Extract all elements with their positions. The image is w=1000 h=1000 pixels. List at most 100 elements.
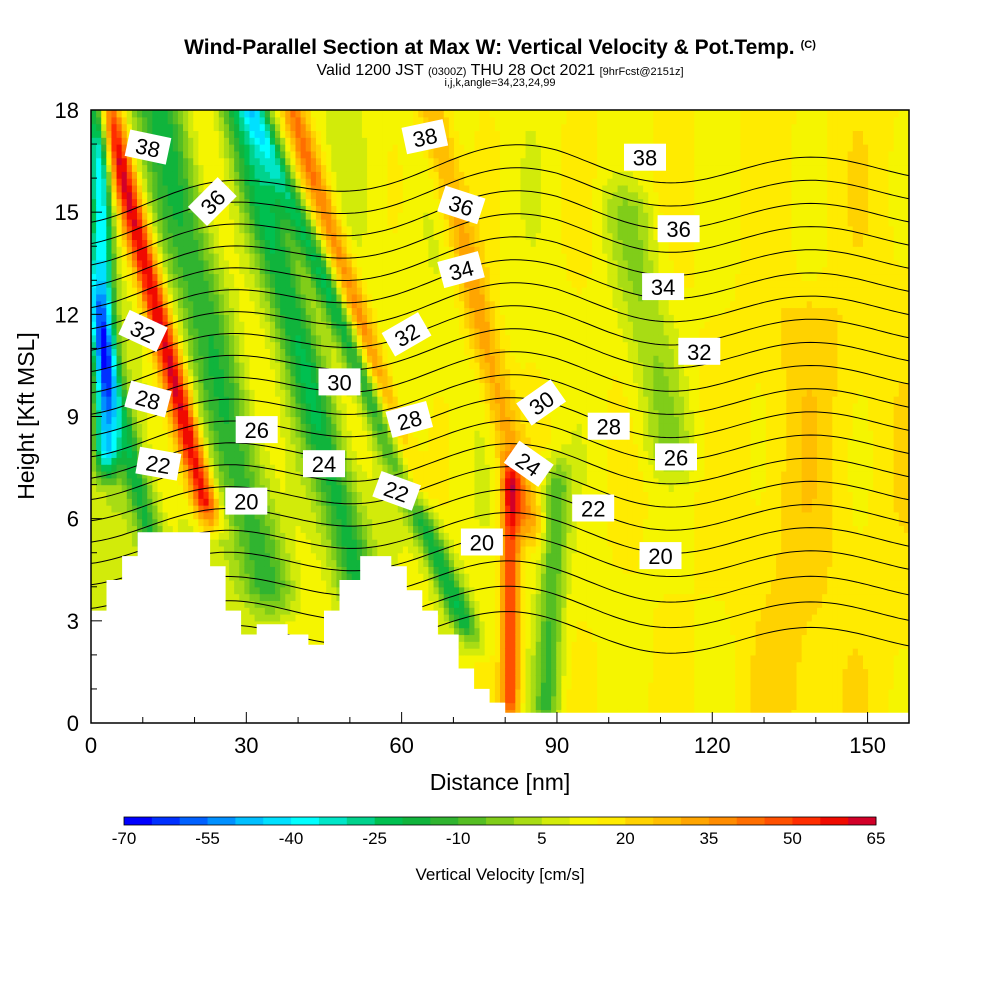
velocity-cell [300,327,307,336]
velocity-cell [218,491,225,499]
velocity-cell [259,253,266,261]
velocity-cell [239,307,245,315]
velocity-cell [101,110,107,118]
velocity-cell [91,184,97,193]
velocity-cell [198,293,205,302]
velocity-cell [239,293,245,302]
velocity-cell [305,579,312,588]
velocity-cell [249,334,256,343]
velocity-cell [351,396,358,404]
velocity-cell [121,498,128,506]
velocity-cell [285,593,291,601]
velocity-cell [285,525,291,533]
velocity-cell [152,293,159,302]
velocity-cell [121,450,128,458]
velocity-cell [310,532,317,540]
velocity-cell [326,362,332,370]
velocity-cell [229,164,235,172]
velocity-cell [167,484,174,493]
velocity-cell [203,110,210,118]
velocity-cell [331,178,337,186]
velocity-cell [111,259,118,268]
velocity-cell [91,150,97,159]
velocity-cell [285,232,291,241]
velocity-cell [351,491,358,499]
velocity-cell [157,355,164,363]
velocity-cell [213,232,220,241]
velocity-cell [223,409,230,418]
velocity-cell [346,511,353,520]
velocity-cell [177,178,184,186]
velocity-cell [167,123,174,132]
velocity-cell [336,300,343,309]
velocity-cell [193,164,199,172]
velocity-cell [280,436,286,445]
velocity-cell [331,532,337,540]
velocity-cell [315,191,322,200]
velocity-cell [223,273,230,281]
velocity-cell [167,382,174,390]
velocity-cell [336,314,343,322]
velocity-cell [208,518,215,527]
velocity-cell [162,130,169,138]
velocity-cell [229,334,235,343]
velocity-cell [275,409,281,418]
velocity-cell [234,532,240,540]
velocity-cell [157,300,164,309]
velocity-cell [259,225,266,234]
velocity-cell [259,300,266,309]
velocity-cell [356,116,363,125]
velocity-cell [234,144,240,152]
velocity-cell [223,443,230,452]
velocity-cell [91,144,97,152]
velocity-cell [121,382,128,390]
velocity-cell [157,280,164,288]
velocity-cell [269,484,276,493]
velocity-cell [116,375,123,384]
velocity-cell [203,334,210,343]
velocity-cell [111,327,118,336]
velocity-cell [91,157,97,166]
velocity-cell [280,321,286,329]
velocity-cell [172,443,179,452]
velocity-cell [203,225,210,234]
velocity-cell [356,205,363,213]
velocity-cell [142,280,148,288]
velocity-cell [91,116,97,125]
velocity-cell [126,416,133,424]
velocity-cell [91,293,97,302]
velocity-cell [193,511,199,520]
velocity-cell [259,532,266,540]
velocity-cell [152,266,159,275]
velocity-cell [183,382,189,390]
velocity-cell [285,259,291,268]
velocity-cell [326,259,332,268]
velocity-cell [356,184,363,193]
velocity-cell [229,300,235,309]
velocity-cell [367,157,373,166]
velocity-cell [315,334,322,343]
velocity-cell [234,362,240,370]
velocity-cell [249,382,256,390]
velocity-cell [126,205,133,213]
velocity-cell [356,171,363,179]
velocity-cell [259,280,266,288]
velocity-cell [254,559,261,567]
velocity-cell [203,273,210,281]
velocity-cell [300,239,307,247]
velocity-cell [101,443,107,452]
velocity-cell [264,545,271,554]
velocity-cell [223,144,230,152]
velocity-cell [142,498,148,506]
velocity-cell [137,178,143,186]
velocity-cell [346,259,353,268]
velocity-cell [177,259,184,268]
velocity-cell [177,375,184,384]
velocity-cell [213,225,220,234]
velocity-cell [295,402,302,411]
velocity-cell [147,423,153,431]
velocity-cell [249,321,256,329]
velocity-cell [244,559,251,567]
velocity-cell [239,600,245,608]
velocity-cell [351,164,358,172]
